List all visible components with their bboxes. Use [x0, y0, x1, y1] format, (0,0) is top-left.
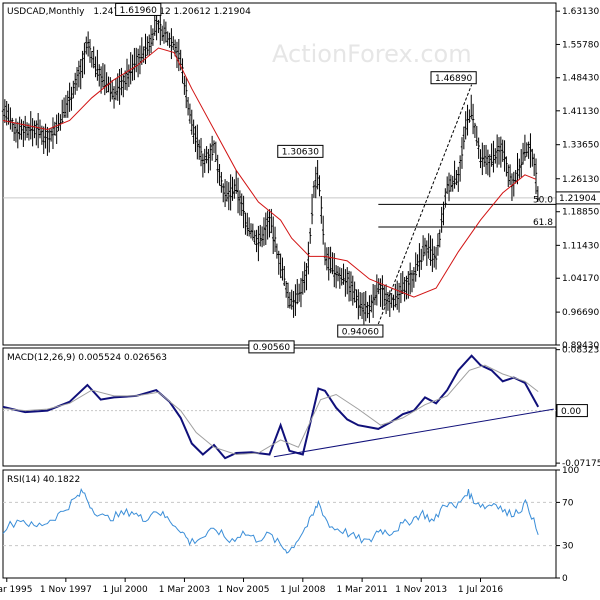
price-annotation-box [430, 71, 477, 85]
macd-line [2, 354, 540, 460]
annotation-layer: 1.61960 1.30630 0.90560 0.94060 1.46890 1.219… [115, 2, 600, 418]
macd-trendline [273, 408, 554, 458]
price-annotation-box [277, 144, 324, 158]
price-axis-tick-label: 1.48430 [562, 74, 599, 84]
price-annotation: 0.90560 [253, 343, 290, 353]
price-axis: 1.63130 1.55780 1.48430 1.41130 1.33650 1.261… [556, 7, 599, 351]
price-annotation: 1.30630 [282, 148, 319, 158]
price-axis-tick-label: 0.89430 [562, 341, 599, 351]
macd-label: MACD(12,26,9) 0.005524 0.026563 [7, 353, 167, 363]
reference-levels: 50.0 61.8 [3, 195, 556, 547]
macd-panel [2, 347, 557, 467]
price-axis-tick-label: 1.63130 [562, 7, 599, 17]
macd-zero-label: 0.00 [561, 407, 581, 417]
rsi-line [2, 488, 539, 554]
symbol-label: USDCAD,Monthly [7, 7, 85, 17]
rsi-axis: 100 70 30 0 [556, 466, 579, 584]
last-price-box [555, 191, 600, 205]
x-tick-label: 1 Jul 2008 [280, 585, 325, 595]
watermark: ActionForex.com [272, 40, 472, 68]
rsi-label: RSI(14) 40.1822 [7, 475, 80, 485]
price-annotation: 1.46890 [435, 74, 472, 84]
x-tick-label: 1 Mar 2003 [159, 585, 210, 595]
moving-average-line [2, 47, 537, 298]
price-annotation-box [115, 2, 162, 16]
price-axis-tick-label: 1.11430 [562, 241, 599, 251]
rsi-axis-tick-label: 100 [562, 466, 579, 476]
price-axis-tick-label: 1.26130 [562, 175, 599, 185]
price-axis-tick-label: 0.96690 [562, 308, 599, 318]
price-annotation: 1.61960 [120, 6, 157, 16]
price-axis-tick-label: 1.18850 [562, 208, 599, 218]
x-axis: 1 Mar 1995 1 Nov 1997 1 Jul 2000 1 Mar 2003… [0, 578, 503, 595]
rsi-axis-tick-label: 30 [562, 542, 574, 552]
macd-axis-tick-label: -0.071752 [562, 459, 600, 469]
rsi-axis-tick-label: 0 [562, 574, 568, 584]
macd-zero-box [556, 404, 588, 418]
price-axis-tick-label: 1.41130 [562, 107, 599, 117]
x-tick-label: 1 Jul 2016 [458, 585, 503, 595]
series-layer [1, 12, 554, 554]
rsi-panel [2, 469, 557, 579]
x-tick-label: 1 Nov 1997 [40, 585, 92, 595]
price-axis-tick-label: 1.33650 [562, 141, 599, 151]
macd-axis-tick-label: 0.083235 [562, 346, 600, 356]
last-price-label: 1.21904 [559, 194, 596, 204]
rsi-axis-tick-label: 70 [562, 498, 574, 508]
price-axis-tick-label: 1.04170 [562, 274, 599, 284]
ohlc-label: 1.24793 1.24912 1.20612 1.21904 [93, 7, 251, 17]
fib-level-label: 61.8 [533, 218, 553, 228]
x-tick-label: 1 Jul 2000 [103, 585, 148, 595]
price-axis-tick-label: 1.55780 [562, 40, 599, 50]
price-annotation-box [337, 324, 384, 338]
macd-signal-line [2, 364, 539, 456]
price-trendline [377, 84, 473, 325]
fib-level-label: 50.0 [533, 195, 553, 205]
x-tick-label: 1 Mar 1995 [0, 585, 32, 595]
x-tick-label: 1 Mar 2011 [336, 585, 387, 595]
x-tick-label: 1 Nov 2005 [218, 585, 270, 595]
x-tick-label: 1 Nov 2013 [395, 585, 447, 595]
price-panel-header: USDCAD,Monthly 1.24793 1.24912 1.20612 1… [7, 7, 251, 17]
price-annotation: 0.94060 [342, 327, 379, 337]
price-annotation-box [248, 340, 295, 354]
